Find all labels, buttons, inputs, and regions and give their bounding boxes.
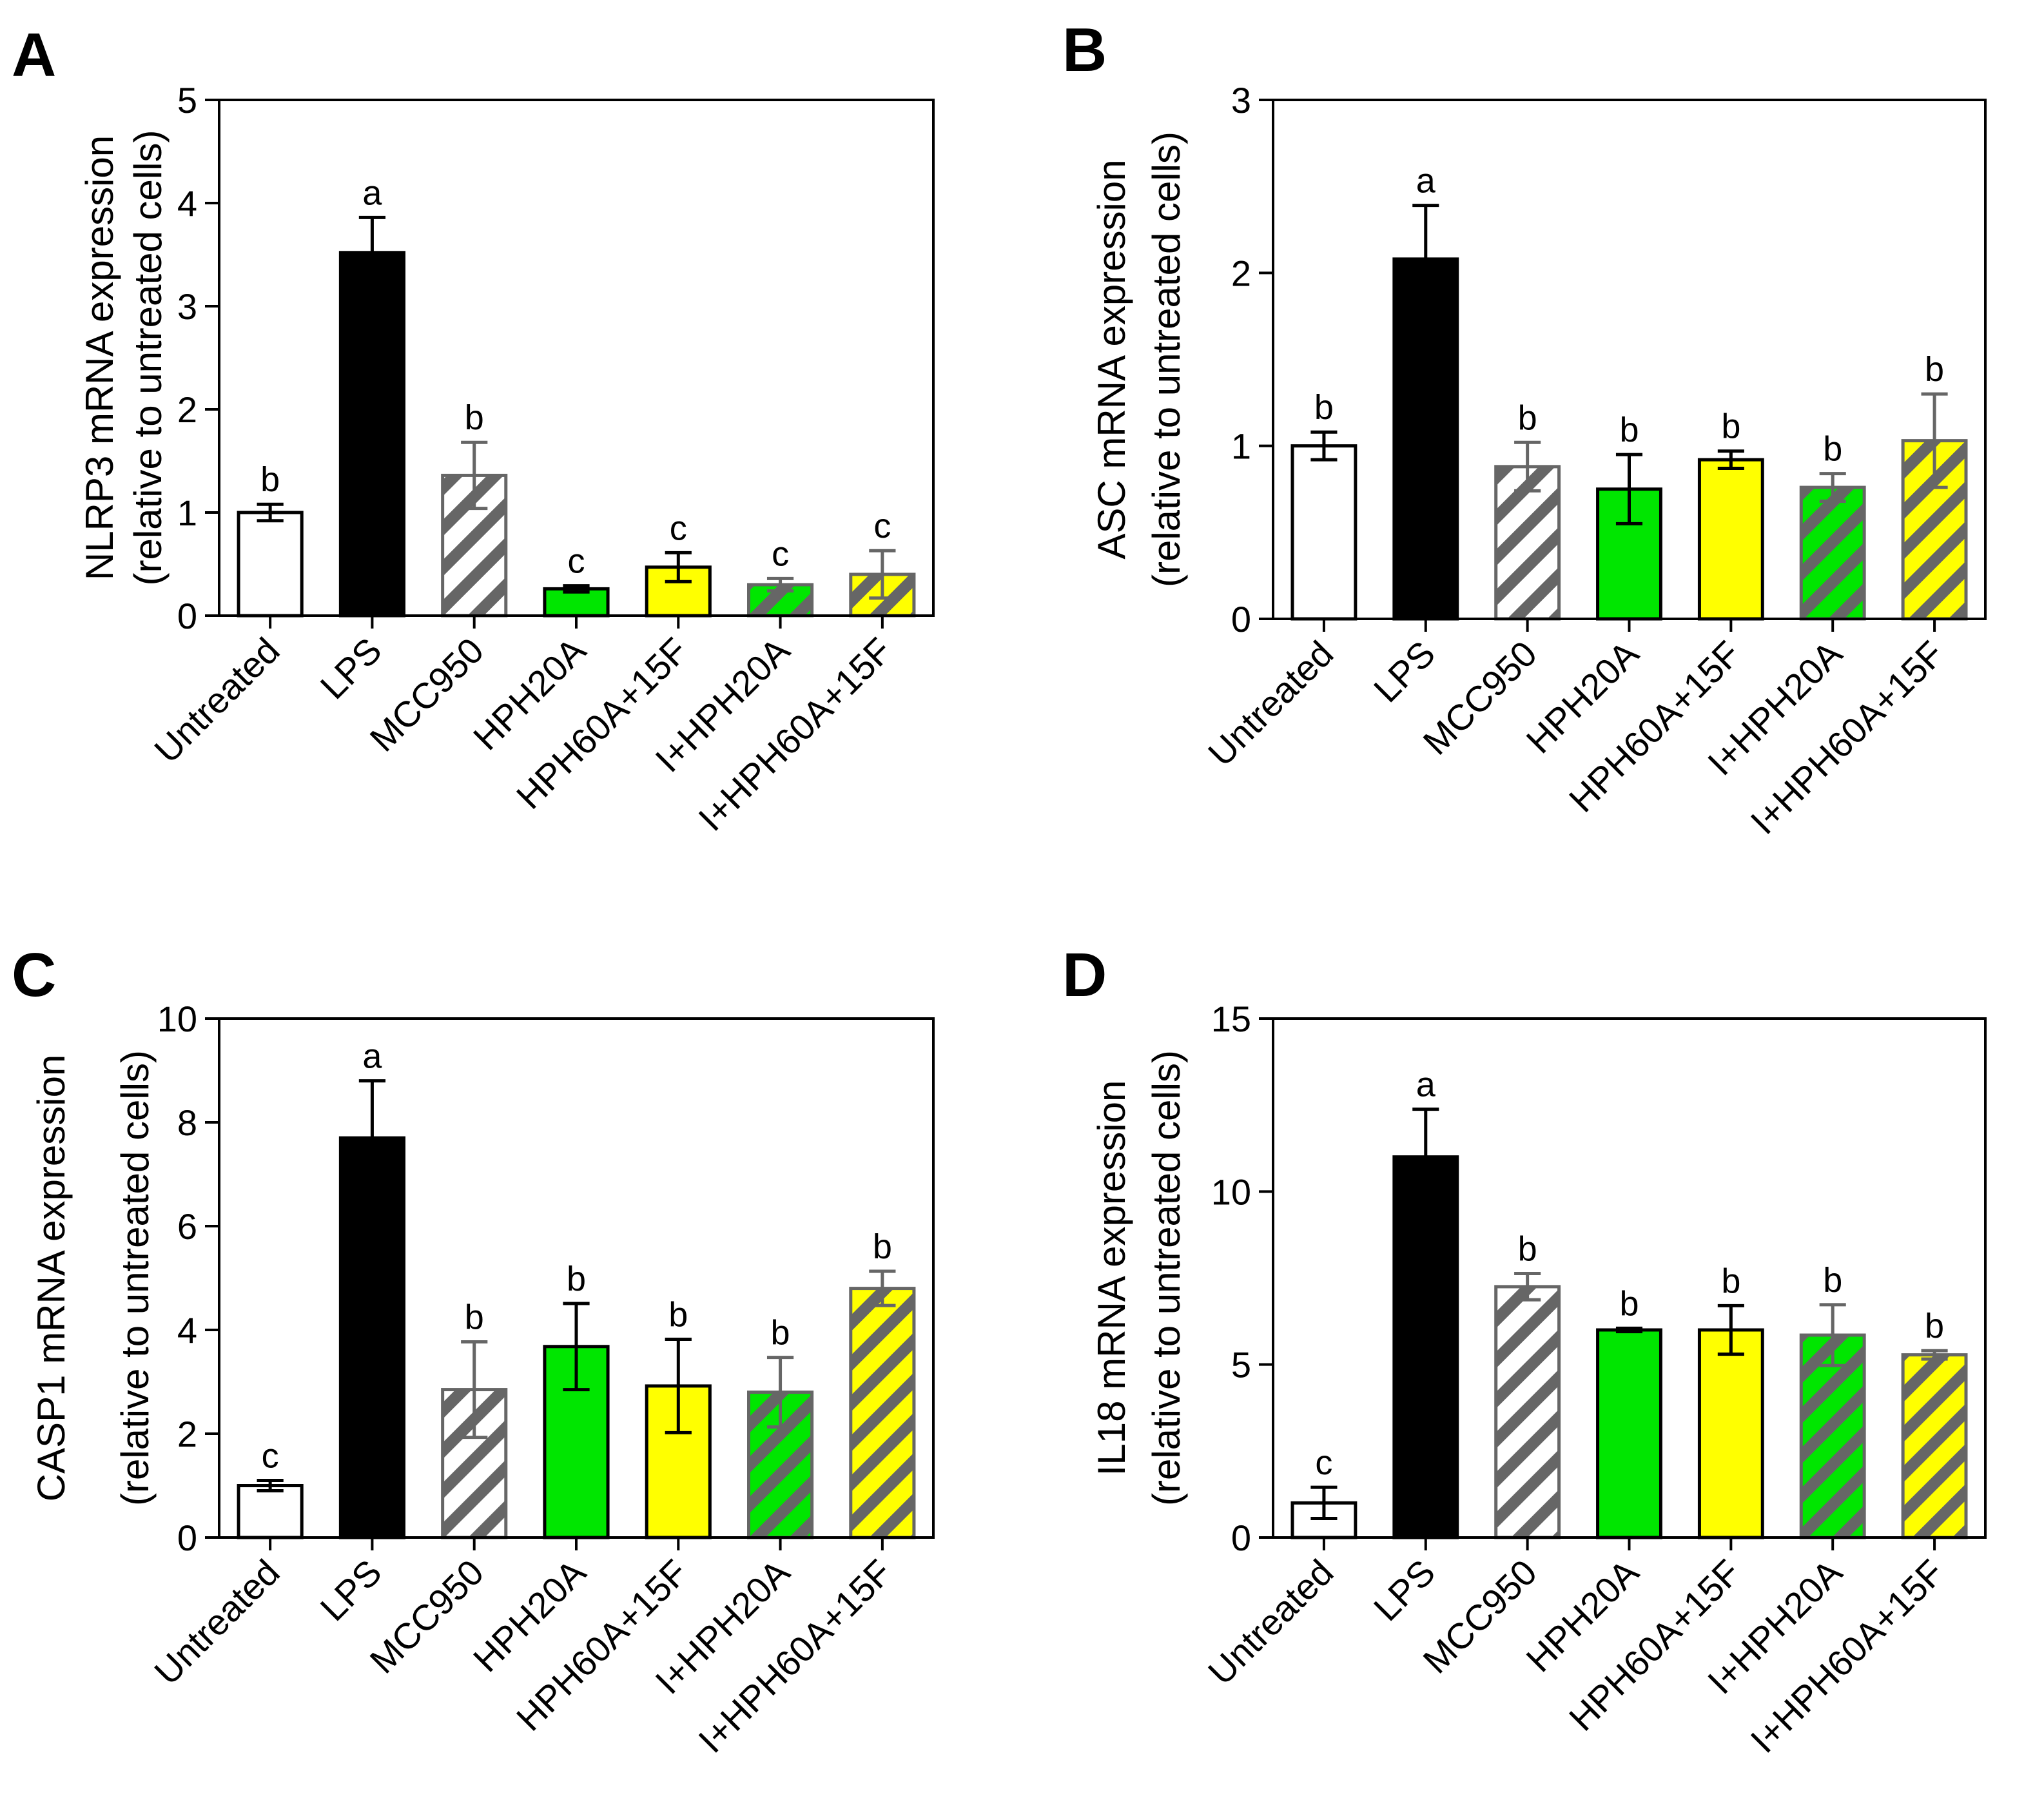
- panel-b-significance-letter: b: [1314, 388, 1334, 427]
- panel-a-category-label: I+HPH60A+15F: [690, 630, 899, 839]
- panel-c-bar-i-hph60a-15f: [849, 1287, 916, 1539]
- panel-c-category-label: MCC950: [362, 1552, 491, 1681]
- panel-a-significance-letter: c: [670, 509, 687, 547]
- panel-d-category-label: MCC950: [1415, 1552, 1544, 1681]
- panel-c-significance-letter: b: [873, 1227, 892, 1266]
- panel-a-plot-frame: [218, 99, 935, 617]
- panel-a-category-label: MCC950: [362, 630, 491, 759]
- panel-c-significance-letter: a: [362, 1037, 382, 1076]
- panel-b-ytick-label: 0: [1231, 599, 1251, 640]
- panel-c-significance-letter: c: [262, 1436, 279, 1475]
- panel-b-category-label: Untreated: [1200, 633, 1341, 774]
- panel-letter-b: B: [1062, 15, 1107, 84]
- panel-d-ylabel-line2: (relative to untreated cells): [1145, 1050, 1188, 1506]
- panel-b-ylabel-line1: ASC mRNA expression: [1090, 159, 1133, 559]
- panel-a-category-label: LPS: [313, 630, 389, 707]
- panel-a-ytick-label: 0: [177, 596, 197, 636]
- panel-b-significance-letter: b: [1823, 430, 1842, 469]
- panel-a-ytick-label: 3: [177, 286, 197, 327]
- panel-c-ytick-label: 6: [177, 1206, 197, 1247]
- panel-c-ytick-label: 0: [177, 1518, 197, 1558]
- panel-a-ytick-label: 4: [177, 183, 197, 224]
- panel-a-ytick-label: 5: [177, 80, 197, 121]
- panel-a-bar-untreated: [237, 511, 304, 618]
- panel-a-significance-letter: c: [568, 542, 585, 581]
- panel-c-ytick-label: 10: [157, 999, 197, 1039]
- panel-b-bar-hph60a-15f: [1697, 458, 1764, 621]
- panel-c-ytick-label: 8: [177, 1102, 197, 1143]
- panel-a-significance-letter: a: [362, 173, 382, 212]
- panel-b-ytick-label: 3: [1231, 80, 1251, 121]
- panel-c-plot-frame: [218, 1017, 935, 1539]
- panel-c-significance-letter: b: [771, 1314, 790, 1352]
- panel-d-significance-letter: b: [1518, 1230, 1537, 1269]
- panel-letter-a: A: [12, 21, 56, 90]
- panel-a-significance-letter: c: [772, 534, 789, 573]
- panel-b-ytick-label: 1: [1231, 426, 1251, 467]
- panel-c-significance-letter: b: [668, 1295, 688, 1334]
- panel-d-bar-hph20a: [1596, 1328, 1662, 1539]
- panel-d-ytick-label: 15: [1211, 999, 1251, 1039]
- panel-d-significance-letter: b: [1619, 1284, 1639, 1323]
- panel-a-significance-letter: c: [873, 507, 891, 545]
- panel-a-significance-letter: b: [465, 398, 484, 437]
- panel-b-significance-letter: b: [1518, 398, 1537, 437]
- panel-d-significance-letter: b: [1925, 1307, 1944, 1345]
- panel-b-category-label: LPS: [1366, 633, 1443, 710]
- panel-d-bar-i-hph60a-15f: [1901, 1353, 1968, 1539]
- panel-letter-c: C: [12, 941, 56, 1010]
- panel-c-ytick-label: 4: [177, 1310, 197, 1351]
- panel-c-category-label: I+HPH60A+15F: [690, 1552, 899, 1761]
- panel-b-significance-letter: b: [1925, 350, 1944, 389]
- panel-d-plot-frame: [1272, 1017, 1987, 1539]
- panel-b-category-label: MCC950: [1415, 633, 1544, 763]
- panel-d-significance-letter: b: [1721, 1262, 1740, 1300]
- panel-a-category-label: Untreated: [146, 630, 287, 770]
- panel-c-ylabel-line2: (relative to untreated cells): [113, 1050, 157, 1506]
- panel-a-bar-lps: [338, 251, 405, 618]
- panel-c-category-label: Untreated: [146, 1552, 287, 1692]
- panel-b-plot-frame: [1272, 99, 1987, 620]
- panel-c-significance-letter: b: [567, 1260, 586, 1298]
- panel-d-ytick-label: 5: [1231, 1345, 1251, 1385]
- panel-d-significance-letter: a: [1416, 1066, 1436, 1104]
- panel-d-ytick-label: 10: [1211, 1171, 1251, 1212]
- panel-a-ylabel-line2: (relative to untreated cells): [126, 130, 170, 586]
- panel-d-bar-lps: [1392, 1155, 1459, 1539]
- panel-a-nlrp3-chart: NLRP3 mRNA expression (relative to untrea…: [78, 80, 935, 839]
- panel-c-casp1-chart: CASP1 mRNA expression (relative to untrea…: [30, 999, 935, 1761]
- panel-b-significance-letter: a: [1416, 162, 1436, 200]
- panel-c-ytick-label: 2: [177, 1414, 197, 1454]
- panel-a-ytick-label: 2: [177, 389, 197, 430]
- panel-c-bar-untreated: [237, 1484, 304, 1539]
- panel-b-ytick-label: 2: [1231, 253, 1251, 293]
- panel-b-significance-letter: b: [1721, 407, 1740, 446]
- panel-b-bar-untreated: [1290, 444, 1358, 621]
- panel-c-significance-letter: b: [465, 1298, 484, 1337]
- panel-d-il18-chart: IL18 mRNA expression (relative to untreat…: [1090, 999, 1987, 1761]
- panel-d-category-label: Untreated: [1200, 1552, 1341, 1692]
- panel-c-category-label: LPS: [313, 1552, 389, 1628]
- panel-b-bar-i-hph20a: [1799, 485, 1866, 621]
- panel-d-bar-hph60a-15f: [1697, 1328, 1764, 1539]
- panel-b-ylabel-line2: (relative to untreated cells): [1145, 132, 1188, 587]
- panel-c-ylabel-line1: CASP1 mRNA expression: [30, 1055, 73, 1502]
- panel-letter-d: D: [1062, 941, 1107, 1010]
- panel-d-significance-letter: c: [1315, 1443, 1332, 1482]
- panel-b-asc-chart: ASC mRNA expression (relative to untreate…: [1090, 80, 1987, 842]
- panel-d-ylabel-line1: IL18 mRNA expression: [1090, 1080, 1133, 1476]
- panel-d-significance-letter: b: [1823, 1261, 1842, 1300]
- panel-d-bar-mcc950: [1494, 1285, 1561, 1539]
- panel-a-ylabel-line1: NLRP3 mRNA expression: [78, 135, 121, 580]
- panel-d-ytick-label: 0: [1231, 1518, 1251, 1558]
- panel-a-significance-letter: b: [260, 460, 280, 499]
- panel-b-significance-letter: b: [1619, 411, 1639, 449]
- panel-a-ytick-label: 1: [177, 493, 197, 533]
- panel-d-category-label: LPS: [1366, 1552, 1443, 1628]
- panel-c-bar-lps: [338, 1136, 405, 1539]
